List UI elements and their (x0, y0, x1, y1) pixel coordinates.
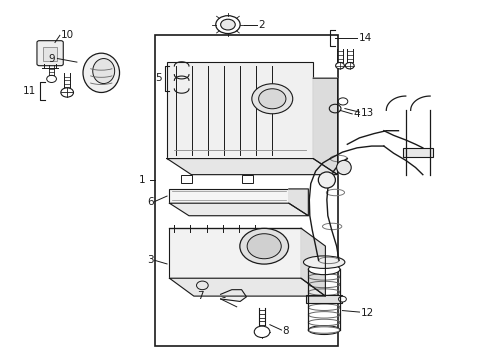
Circle shape (61, 88, 74, 97)
Ellipse shape (83, 53, 120, 93)
Text: 6: 6 (147, 197, 153, 207)
Text: 10: 10 (61, 30, 74, 40)
FancyBboxPatch shape (37, 41, 63, 66)
Circle shape (220, 19, 235, 30)
Text: 9: 9 (49, 54, 55, 64)
Ellipse shape (337, 160, 351, 175)
Bar (170, 189, 289, 203)
Polygon shape (313, 78, 338, 175)
Circle shape (336, 63, 344, 69)
Circle shape (252, 84, 293, 114)
Polygon shape (170, 278, 325, 296)
Text: 7: 7 (197, 291, 203, 301)
Text: 2: 2 (259, 19, 265, 30)
Circle shape (345, 63, 354, 69)
Ellipse shape (318, 172, 335, 188)
Ellipse shape (303, 256, 345, 269)
Polygon shape (167, 158, 338, 175)
Bar (403, 148, 433, 157)
Bar (306, 295, 343, 303)
Bar (242, 175, 253, 183)
Ellipse shape (308, 325, 340, 334)
Circle shape (216, 16, 240, 33)
Circle shape (254, 326, 270, 338)
Text: 1: 1 (139, 175, 145, 185)
Circle shape (259, 89, 286, 109)
Circle shape (247, 234, 281, 259)
Text: 8: 8 (283, 326, 289, 336)
Text: 3: 3 (147, 255, 153, 265)
Circle shape (47, 75, 56, 82)
Polygon shape (170, 203, 308, 216)
Text: 13: 13 (361, 108, 374, 118)
Bar (181, 175, 193, 183)
Bar (170, 228, 301, 278)
Text: 14: 14 (359, 33, 372, 43)
Polygon shape (301, 228, 325, 296)
Circle shape (339, 296, 346, 302)
Text: 5: 5 (155, 73, 162, 83)
Bar (155, 35, 338, 346)
Text: 12: 12 (361, 308, 374, 318)
Ellipse shape (308, 264, 340, 275)
Circle shape (240, 228, 289, 264)
Text: 4: 4 (354, 109, 360, 119)
Bar (43, 48, 57, 61)
Polygon shape (220, 290, 246, 301)
Text: 11: 11 (23, 86, 36, 96)
Ellipse shape (93, 59, 115, 84)
Polygon shape (289, 189, 308, 216)
Bar (167, 62, 313, 158)
